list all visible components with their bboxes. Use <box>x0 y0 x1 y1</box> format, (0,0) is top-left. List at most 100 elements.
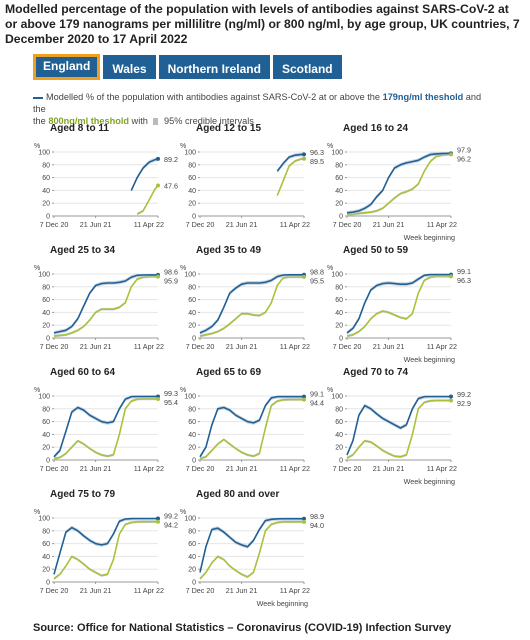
end-point-800 <box>449 398 453 403</box>
y-unit-label: % <box>180 143 186 150</box>
end-point-800 <box>302 274 306 279</box>
y-tick-label: 0 <box>339 214 343 221</box>
tab-england[interactable]: England <box>33 54 101 80</box>
x-tick-label: 7 Dec 20 <box>186 586 215 595</box>
y-tick-label: 100 <box>331 272 343 279</box>
x-tick-label: 21 Jun 21 <box>373 220 405 229</box>
x-axis-label: Week beginning <box>404 233 455 242</box>
end-label-800: 95.4 <box>164 398 178 407</box>
x-tick-label: 11 Apr 22 <box>427 342 457 351</box>
tab-northern-ireland[interactable]: Northern Ireland <box>158 55 270 79</box>
series-179-line-ci-band <box>200 274 304 335</box>
y-tick-label: 0 <box>192 580 196 587</box>
y-tick-label: 40 <box>42 432 50 439</box>
y-tick-label: 80 <box>335 284 343 291</box>
x-tick-label: 11 Apr 22 <box>280 220 310 229</box>
series-179-line <box>53 395 158 458</box>
x-tick-label: 11 Apr 22 <box>134 464 164 473</box>
panel-aged-80-and-over: Aged 80 and over% 0 20 40 60 80 100 7 Dec 20 21 … <box>180 489 324 608</box>
x-axis-label: Week beginning <box>404 477 455 486</box>
y-tick-label: 60 <box>335 175 343 182</box>
end-label-179: 89.2 <box>164 155 178 164</box>
y-tick-label: 20 <box>335 445 343 452</box>
panel-title: Aged 50 to 59 <box>343 245 408 256</box>
end-label-800: 95.9 <box>164 276 178 285</box>
y-tick-label: 80 <box>188 528 196 535</box>
x-tick-label: 11 Apr 22 <box>280 342 310 351</box>
panel-aged-12-to-15: Aged 12 to 15% 0 20 40 60 80 100 7 Dec 20 21 Jun… <box>180 123 324 229</box>
legend-text-1: Modelled % of the population with antibo… <box>46 92 383 102</box>
end-label-800: 96.3 <box>457 276 471 285</box>
y-tick-label: 40 <box>42 554 50 561</box>
tab-wales[interactable]: Wales <box>103 55 156 79</box>
x-tick-label: 21 Jun 21 <box>80 464 112 473</box>
end-point-800 <box>449 274 453 279</box>
x-axis-label: Week beginning <box>257 599 308 608</box>
series-179-line <box>346 152 452 214</box>
end-label-179: 99.2 <box>164 512 178 521</box>
y-tick-label: 0 <box>339 336 343 343</box>
end-point-800 <box>302 156 306 161</box>
end-point-179 <box>156 156 160 161</box>
series-800-line-ci-band <box>347 153 451 216</box>
end-point-800 <box>302 519 306 524</box>
end-point-800 <box>302 397 306 402</box>
y-tick-label: 60 <box>42 541 50 548</box>
series-179-line <box>130 158 159 191</box>
legend-text-4: 95% credible intervals <box>161 116 254 126</box>
y-tick-label: 40 <box>42 188 50 195</box>
y-tick-label: 20 <box>42 445 50 452</box>
series-800-line <box>136 184 159 215</box>
series-800-line <box>199 276 304 337</box>
end-label-800: 94.4 <box>310 399 324 408</box>
y-unit-label: % <box>180 387 186 394</box>
series-179-line-ci-band <box>347 152 451 215</box>
y-tick-label: 60 <box>335 297 343 304</box>
y-tick-label: 100 <box>38 150 50 157</box>
y-tick-label: 60 <box>42 297 50 304</box>
x-tick-label: 7 Dec 20 <box>186 342 215 351</box>
panel-title: Aged 16 to 24 <box>343 123 408 134</box>
y-tick-label: 80 <box>188 162 196 169</box>
end-point-179 <box>449 394 453 399</box>
y-unit-label: % <box>34 509 40 516</box>
y-tick-label: 100 <box>184 150 196 157</box>
series-179-line <box>276 153 305 172</box>
end-label-179: 98.6 <box>164 267 178 276</box>
end-label-179: 97.9 <box>457 145 471 154</box>
chart-title: Modelled percentage of the population wi… <box>5 2 520 46</box>
panel-aged-35-to-49: Aged 35 to 49% 0 20 40 60 80 100 7 Dec 20 21 Jun… <box>180 245 324 351</box>
y-unit-label: % <box>327 387 333 394</box>
x-tick-label: 21 Jun 21 <box>226 220 258 229</box>
y-tick-label: 40 <box>335 188 343 195</box>
y-unit-label: % <box>34 143 40 150</box>
y-tick-label: 60 <box>188 175 196 182</box>
end-point-800 <box>449 152 453 157</box>
legend-blue-swatch <box>33 96 43 99</box>
end-label-800: 96.2 <box>457 154 471 163</box>
x-tick-label: 7 Dec 20 <box>40 342 69 351</box>
y-tick-label: 40 <box>188 432 196 439</box>
x-axis-label: Week beginning <box>404 355 455 364</box>
x-tick-label: 21 Jun 21 <box>373 342 405 351</box>
y-tick-label: 100 <box>331 150 343 157</box>
end-point-800 <box>156 183 160 188</box>
country-tabs: England Wales Northern Ireland Scotland <box>33 54 342 80</box>
y-tick-label: 80 <box>42 284 50 291</box>
y-tick-label: 0 <box>192 336 196 343</box>
y-unit-label: % <box>180 509 186 516</box>
y-tick-label: 100 <box>184 394 196 401</box>
source-footer: Source: Office for National Statistics –… <box>33 622 452 634</box>
tab-scotland[interactable]: Scotland <box>272 55 342 79</box>
series-179-line <box>53 274 158 334</box>
panel-aged-8-to-11: Aged 8 to 11% 0 20 40 60 80 100 7 Dec 20 21 Jun … <box>34 123 178 229</box>
y-unit-label: % <box>327 143 333 150</box>
x-tick-label: 11 Apr 22 <box>134 586 164 595</box>
panel-title: Aged 8 to 11 <box>50 123 109 134</box>
panel-title: Aged 75 to 79 <box>50 489 115 500</box>
y-tick-label: 80 <box>42 528 50 535</box>
panel-title: Aged 65 to 69 <box>196 367 261 378</box>
x-tick-label: 11 Apr 22 <box>427 220 457 229</box>
y-tick-label: 20 <box>42 323 50 330</box>
